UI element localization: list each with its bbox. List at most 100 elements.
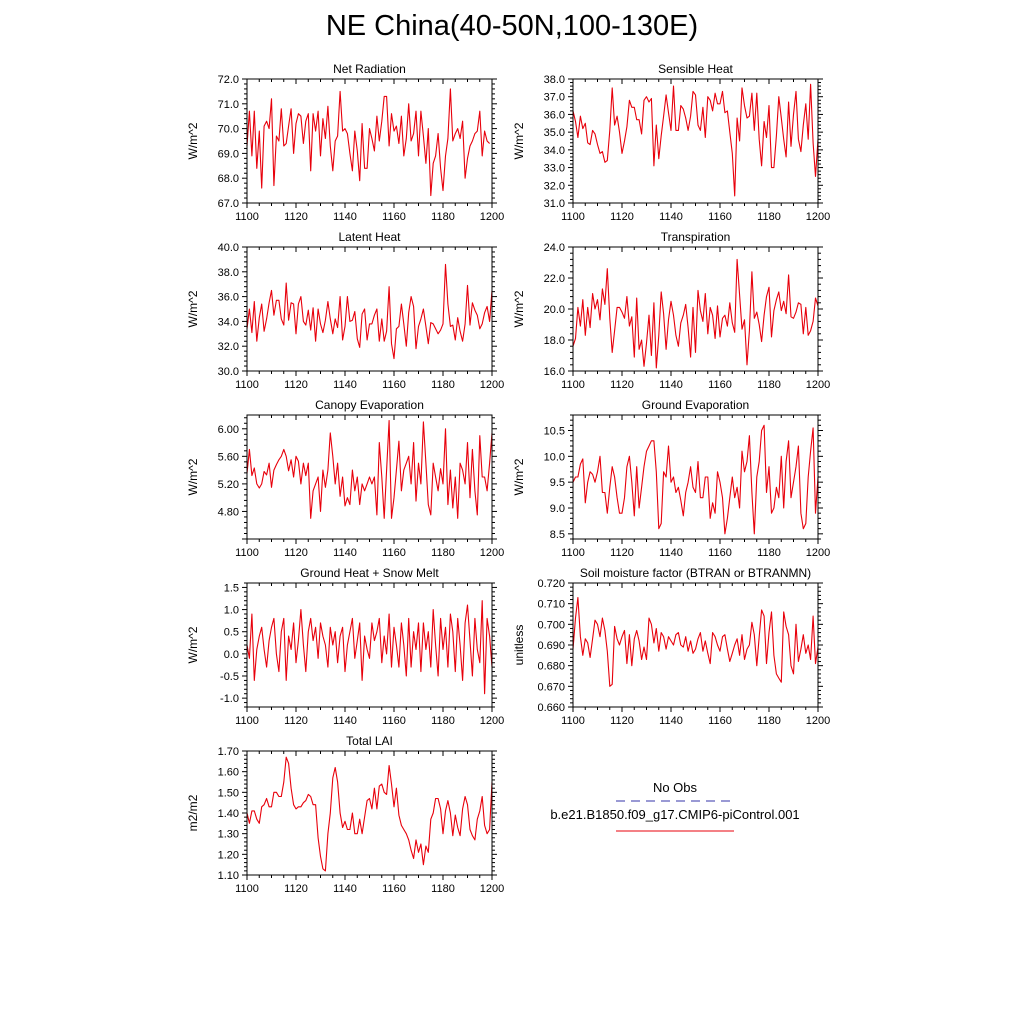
panel-title: Soil moisture factor (BTRAN or BTRANMN) <box>580 566 811 580</box>
y-tick-label: 1.50 <box>218 787 239 799</box>
y-tick-label: 24.0 <box>544 242 565 254</box>
x-tick-label: 1160 <box>382 211 406 223</box>
panel-1: 1100 1120 1140 1160 1180 1200 67.0 68.0 69.0 70.0… <box>186 62 504 223</box>
y-tick-label: 5.60 <box>218 451 239 463</box>
y-tick-label: 30.0 <box>218 366 239 378</box>
x-tick-label: 1100 <box>561 547 585 559</box>
x-tick-label: 1180 <box>757 547 781 559</box>
y-tick-label: 67.0 <box>218 198 239 210</box>
y-tick-label: 1.5 <box>224 582 239 594</box>
x-tick-label: 1140 <box>333 379 357 391</box>
y-tick-label: 1.0 <box>224 605 239 617</box>
x-tick-label: 1200 <box>806 715 830 727</box>
x-tick-label: 1180 <box>431 547 455 559</box>
y-tick-label: 1.70 <box>218 746 239 758</box>
x-tick-label: 1100 <box>561 211 585 223</box>
x-tick-label: 1140 <box>659 211 683 223</box>
y-tick-label: -1.0 <box>220 693 239 705</box>
y-tick-label: 37.0 <box>544 92 565 104</box>
y-tick-label: 71.0 <box>218 99 239 111</box>
x-tick-label: 1160 <box>708 547 732 559</box>
x-tick-label: 1160 <box>708 715 732 727</box>
x-tick-label: 1140 <box>333 883 357 895</box>
y-axis-label: W/m^2 <box>512 122 526 159</box>
y-tick-label: 70.0 <box>218 124 239 136</box>
y-tick-label: 0.680 <box>537 661 565 673</box>
x-tick-label: 1100 <box>235 547 259 559</box>
x-tick-label: 1180 <box>757 715 781 727</box>
y-tick-label: 0.5 <box>224 627 239 639</box>
y-axis-label: W/m^2 <box>186 122 200 159</box>
x-tick-label: 1160 <box>382 715 406 727</box>
x-tick-label: 1140 <box>333 715 357 727</box>
x-tick-label: 1140 <box>333 547 357 559</box>
page-title: NE China(40-50N,100-130E) <box>325 10 699 42</box>
x-tick-label: 1140 <box>333 211 357 223</box>
y-tick-label: 0.0 <box>224 649 239 661</box>
series-line <box>572 258 819 369</box>
series-line <box>246 419 493 519</box>
y-tick-label: 32.0 <box>544 180 565 192</box>
y-tick-label: 33.0 <box>544 163 565 175</box>
x-tick-label: 1120 <box>284 715 308 727</box>
y-tick-label: 22.0 <box>544 273 565 285</box>
x-tick-label: 1200 <box>480 211 504 223</box>
panel-5: 1100 1120 1140 1160 1180 1200 4.80 5.20 5.60 6.00… <box>186 398 504 559</box>
x-tick-label: 1180 <box>757 211 781 223</box>
x-tick-label: 1100 <box>235 379 259 391</box>
panel-8: 1100 1120 1140 1160 1180 1200 0.660 0.670 0.680 0… <box>512 566 830 727</box>
y-tick-label: 6.00 <box>218 424 239 436</box>
y-tick-label: 0.690 <box>537 640 565 652</box>
y-tick-label: 35.0 <box>544 127 565 139</box>
y-tick-label: 8.5 <box>550 529 565 541</box>
panel-6: 1100 1120 1140 1160 1180 1200 8.5 9.0 9.5 10.0 10.… <box>512 398 830 559</box>
series-line <box>572 83 819 197</box>
y-axis-label: W/m^2 <box>186 626 200 663</box>
x-tick-label: 1180 <box>431 379 455 391</box>
plot-frame <box>246 750 493 876</box>
x-tick-label: 1200 <box>480 547 504 559</box>
y-tick-label: 34.0 <box>218 316 239 328</box>
panel-3: 1100 1120 1140 1160 1180 1200 30.0 32.0 34.0 36.0… <box>186 230 504 391</box>
x-tick-label: 1200 <box>480 883 504 895</box>
y-axis-label: W/m^2 <box>512 458 526 495</box>
x-tick-label: 1160 <box>382 547 406 559</box>
series-line <box>572 424 819 535</box>
y-tick-label: 38.0 <box>218 267 239 279</box>
plot-frame <box>246 582 493 708</box>
y-tick-label: 1.20 <box>218 849 239 861</box>
y-tick-label: 0.700 <box>537 619 565 631</box>
y-tick-label: 9.0 <box>550 503 565 515</box>
panel-title: Canopy Evaporation <box>315 398 424 412</box>
y-tick-label: 31.0 <box>544 198 565 210</box>
x-tick-label: 1120 <box>284 379 308 391</box>
y-tick-label: 0.670 <box>537 681 565 693</box>
x-tick-label: 1200 <box>480 379 504 391</box>
x-tick-label: 1100 <box>235 211 259 223</box>
y-tick-label: 16.0 <box>544 366 565 378</box>
y-axis-label: m2/m2 <box>186 794 200 831</box>
y-tick-label: 10.5 <box>544 426 565 438</box>
y-tick-label: 69.0 <box>218 148 239 160</box>
y-axis-label: W/m^2 <box>512 290 526 327</box>
x-tick-label: 1140 <box>659 547 683 559</box>
legend: No Obs b.e21.B1850.f09_g17.CMIP6-piContro… <box>550 780 800 832</box>
x-tick-label: 1120 <box>610 547 634 559</box>
y-tick-label: 68.0 <box>218 173 239 185</box>
panel-4: 1100 1120 1140 1160 1180 1200 16.0 18.0 20.0 22.0… <box>512 230 830 391</box>
y-tick-label: 5.20 <box>218 479 239 491</box>
series-line <box>246 600 493 695</box>
y-tick-label: 36.0 <box>544 109 565 121</box>
y-tick-label: 1.40 <box>218 808 239 820</box>
panel-2: 1100 1120 1140 1160 1180 1200 31.0 32.0 33.0 34.0… <box>512 62 830 223</box>
x-tick-label: 1120 <box>610 715 634 727</box>
y-tick-label: 1.10 <box>218 870 239 882</box>
x-tick-label: 1140 <box>659 379 683 391</box>
x-tick-label: 1200 <box>806 379 830 391</box>
panel-title: Ground Heat + Snow Melt <box>300 566 439 580</box>
series-line <box>572 596 819 687</box>
y-tick-label: 1.30 <box>218 829 239 841</box>
y-tick-label: 34.0 <box>544 145 565 157</box>
panel-title: Transpiration <box>661 230 731 244</box>
